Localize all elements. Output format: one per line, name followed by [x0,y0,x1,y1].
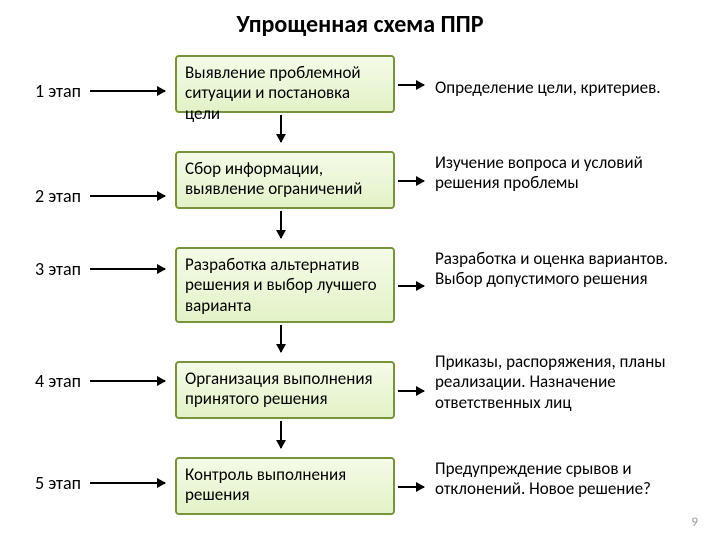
arrow-label-to-box [90,268,165,270]
stage-box: Выявление проблемной ситуации и постанов… [175,55,395,113]
stage-label: 2 этап [35,185,81,207]
arrow-label-to-box [90,90,165,92]
stage-box: Сбор информации, выявление ограничений [175,151,395,209]
arrow-down [280,115,282,142]
arrow-label-to-box [90,482,165,484]
stage-label: 3 этап [35,258,81,280]
arrow-label-to-box [90,380,165,382]
stage-description: Приказы, распоряжения, планы реализации.… [435,352,700,413]
arrow-down [280,421,282,448]
stage-description: Предупреждение срывов и отклонений. Ново… [435,459,700,500]
stage-box: Разработка альтернатив решения и выбор л… [175,247,395,323]
arrow-down [280,325,282,352]
arrow-box-to-desc [398,285,424,287]
stage-description: Разработка и оценка вариантов. Выбор доп… [435,249,700,290]
stage-box: Организация выполнения принятого решения [175,361,395,419]
stage-description: Изучение вопроса и условий решения пробл… [435,153,700,194]
arrow-box-to-desc [398,390,424,392]
arrow-label-to-box [90,195,165,197]
arrow-box-to-desc [398,84,424,86]
arrow-down [280,211,282,238]
stage-label: 5 этап [35,472,81,494]
slide-title: Упрощенная схема ППР [0,10,720,39]
arrow-box-to-desc [398,180,424,182]
stage-label: 1 этап [35,80,81,102]
stage-box: Контроль выполнения решения [175,457,395,515]
arrow-box-to-desc [398,486,424,488]
stage-description: Определение цели, критериев. [435,78,700,98]
page-number: 9 [691,515,698,530]
stage-label: 4 этап [35,370,81,392]
